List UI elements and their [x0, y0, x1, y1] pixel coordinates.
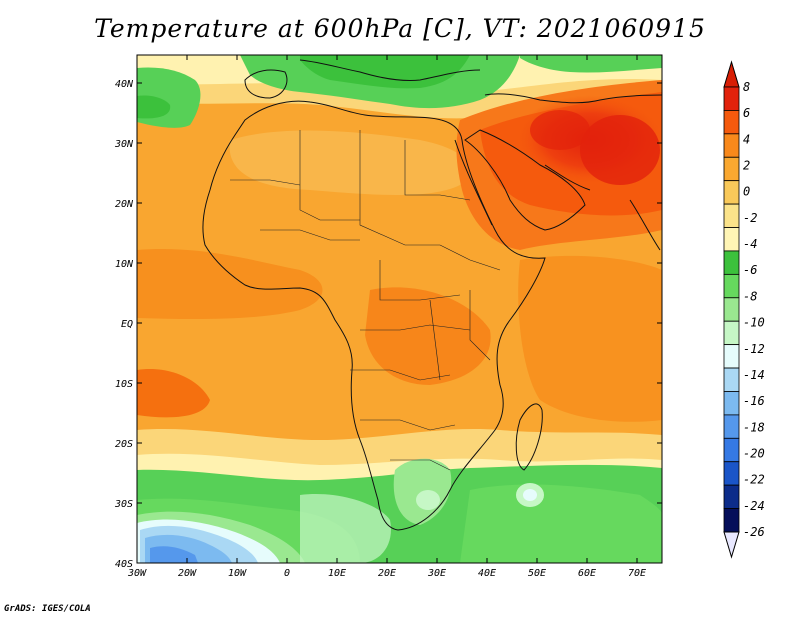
lon-tick-label: 30W	[127, 568, 147, 579]
lon-tick-label: 10W	[228, 568, 247, 579]
lat-tick-label: 10N	[115, 259, 134, 270]
colorbar-swatch	[723, 203, 740, 228]
lat-tick-label: 10S	[115, 379, 133, 390]
lon-tick-label: 20W	[178, 568, 197, 579]
colorbar-swatch	[723, 414, 740, 439]
colorbar-swatch	[723, 461, 740, 486]
lat-tick-label: 40S	[115, 559, 133, 570]
colorbar-label: -4	[743, 237, 757, 251]
coastlines	[202, 59, 662, 531]
lon-tick-label: 50E	[528, 568, 546, 579]
colorbar-swatch	[723, 250, 740, 275]
lon-tick-label: 0	[284, 568, 290, 579]
colorbar-label: -14	[743, 368, 765, 382]
colorbar-swatch	[723, 110, 740, 135]
lat-tick-label: 40N	[115, 79, 134, 90]
colorbar-label: -18	[743, 420, 765, 434]
colorbar-swatch	[723, 273, 740, 299]
colorbar-label: 8	[743, 80, 750, 94]
colorbar-label: -22	[743, 473, 765, 487]
colorbar-label: -12	[743, 342, 765, 356]
colorbar-label: -24	[743, 499, 765, 513]
colorbar-swatch	[723, 484, 740, 509]
lon-tick-label: 70E	[628, 568, 646, 579]
colorbar-swatch	[723, 133, 740, 158]
map-frame	[136, 54, 663, 564]
lon-tick-label: 30E	[427, 568, 446, 579]
colorbar-swatch	[723, 367, 740, 392]
colorbar-swatch	[723, 391, 740, 416]
colorbar-label: -16	[743, 394, 765, 408]
lon-tick-label: 60E	[578, 568, 596, 579]
colorbar-label: -26	[743, 525, 765, 539]
colorbar-label: -8	[743, 289, 757, 303]
colorbar-swatch	[723, 437, 740, 463]
country-borders	[230, 130, 501, 471]
colorbar-label: 6	[743, 106, 750, 120]
lat-tick-label: 30S	[114, 499, 133, 510]
colorbar-swatch	[723, 508, 740, 533]
colorbar-swatch	[723, 344, 740, 369]
colorbar-swatch	[723, 156, 740, 182]
colorbar-swatch	[723, 86, 740, 111]
credit-text: GrADS: IGES/COLA	[4, 604, 91, 614]
latitude-ticks: 40N 30N 20N 10N EQ 10S 20S 30S 40S	[114, 79, 662, 570]
colorbar-swatch	[723, 320, 740, 346]
colorbar-label: 0	[743, 185, 750, 199]
colorbar-top-arrow	[723, 60, 740, 88]
lat-tick-label: 30N	[114, 139, 134, 150]
lon-tick-label: 40E	[478, 568, 496, 579]
colorbar-swatch	[723, 227, 740, 252]
lat-tick-label: EQ	[121, 319, 133, 330]
colorbar-swatch	[723, 180, 740, 205]
lat-tick-label: 20S	[115, 439, 133, 450]
chart-title: Temperature at 600hPa [C], VT: 202106091…	[94, 14, 706, 43]
colorbar-label: 4	[743, 132, 750, 146]
lon-tick-label: 20E	[378, 568, 396, 579]
colorbar: 8 6 4 2 0 -2 -4 -6 -8 -10 -12 -14 -16 -18 -20 -22 -24 -26	[723, 60, 765, 559]
lon-tick-label: 10E	[328, 568, 346, 579]
colorbar-label: -2	[743, 211, 757, 225]
colorbar-label: 2	[743, 159, 750, 173]
temperature-field	[137, 55, 662, 563]
colorbar-swatch	[723, 297, 740, 322]
longitude-ticks: 30W 20W 10W 0 10E 20E 30E 40E 50E 60E 70E	[127, 55, 646, 579]
colorbar-label: -6	[743, 263, 757, 277]
colorbar-label: -10	[743, 316, 765, 330]
colorbar-bottom-arrow	[723, 531, 740, 559]
colorbar-label: -20	[743, 446, 765, 460]
lat-tick-label: 20N	[115, 199, 134, 210]
